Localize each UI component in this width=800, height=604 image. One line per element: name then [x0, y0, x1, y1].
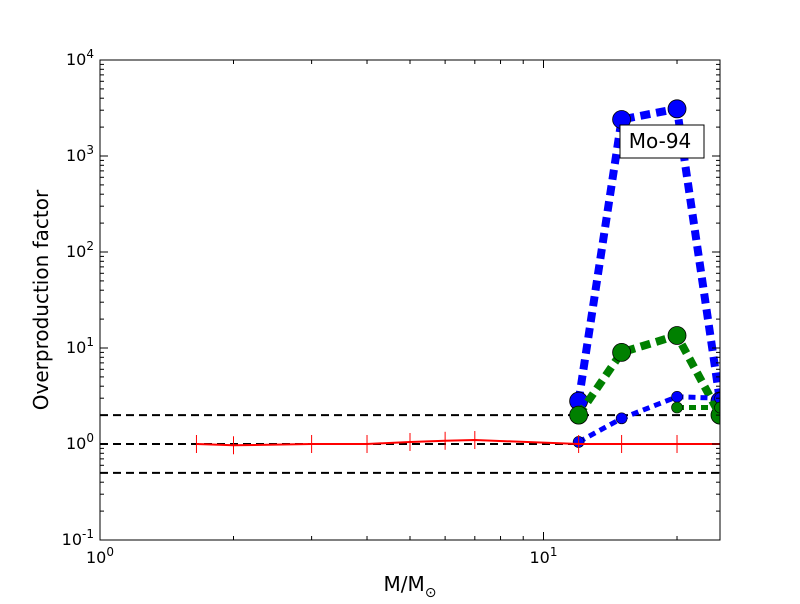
data-point	[569, 405, 589, 425]
data-point	[671, 401, 683, 414]
annotation-label: Mo-94	[629, 129, 692, 153]
series-4	[195, 431, 720, 455]
data-point	[667, 99, 687, 119]
x-axis-label-subscript: ⊙	[425, 585, 437, 600]
series-line	[577, 394, 720, 445]
y-tick-label: 104	[66, 47, 94, 69]
annotation-layer: Mo-94	[619, 124, 705, 159]
axis-labels: M/M⊙ Overproduction factor	[29, 189, 437, 601]
y-tick-label: 10-1	[62, 527, 94, 549]
data-point	[612, 342, 632, 362]
series-line	[575, 330, 720, 418]
y-tick-label: 100	[66, 431, 94, 453]
x-axis-label-main: M/M	[384, 572, 425, 596]
x-tick-label: 101	[530, 545, 558, 567]
y-tick-label: 101	[66, 335, 94, 357]
annotation-box	[619, 124, 705, 159]
data-point	[615, 412, 628, 425]
x-tick-label: 100	[86, 545, 114, 567]
data-point	[714, 401, 720, 414]
series-3	[671, 401, 720, 414]
data-point	[671, 391, 683, 403]
y-tick-label: 102	[66, 239, 94, 261]
x-axis-label: M/M⊙	[384, 572, 437, 600]
series-line	[574, 104, 720, 402]
series-1	[569, 326, 720, 425]
y-tick-label: 103	[66, 143, 94, 165]
data-point	[667, 326, 687, 345]
y-axis-label: Overproduction factor	[29, 189, 53, 410]
series-layer	[195, 99, 720, 455]
